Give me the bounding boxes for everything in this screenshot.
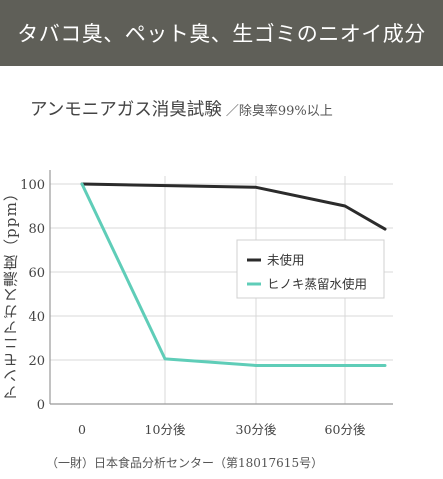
header-banner: タバコ臭、ペット臭、生ゴミのニオイ成分 <box>0 0 443 66</box>
x-tick-label-3: 60分後 <box>325 422 366 437</box>
source-note: （一財）日本食品分析センター（第18017615号） <box>46 456 324 470</box>
legend-box <box>236 239 385 299</box>
legend-label-1: 未使用 <box>267 253 305 268</box>
x-tick-label-1: 10分後 <box>145 422 186 437</box>
y-tick-label-0: 0 <box>37 398 45 413</box>
chart-title: アンモニアガス消臭試験 <box>30 100 222 120</box>
y-tick-label-80: 80 <box>28 222 45 237</box>
chart-subtitle: ／除臭率99%以上 <box>225 104 333 119</box>
header-title: タバコ臭、ペット臭、生ゴミのニオイ成分 <box>17 22 426 46</box>
x-tick-label-2: 30分後 <box>236 422 277 437</box>
y-tick-label-40: 40 <box>28 310 45 325</box>
y-tick-label-20: 20 <box>28 354 45 369</box>
legend-label-2: ヒノキ蒸留水使用 <box>267 277 367 292</box>
y-tick-label-60: 60 <box>28 266 45 281</box>
series-line-1 <box>80 182 387 231</box>
x-tick-label-0: 0 <box>78 422 86 437</box>
y-tick-label-100: 100 <box>20 178 45 193</box>
chart-title-block: アンモニアガス消臭試験 ／除臭率99%以上 <box>30 96 430 121</box>
series-line-2 <box>80 182 387 367</box>
